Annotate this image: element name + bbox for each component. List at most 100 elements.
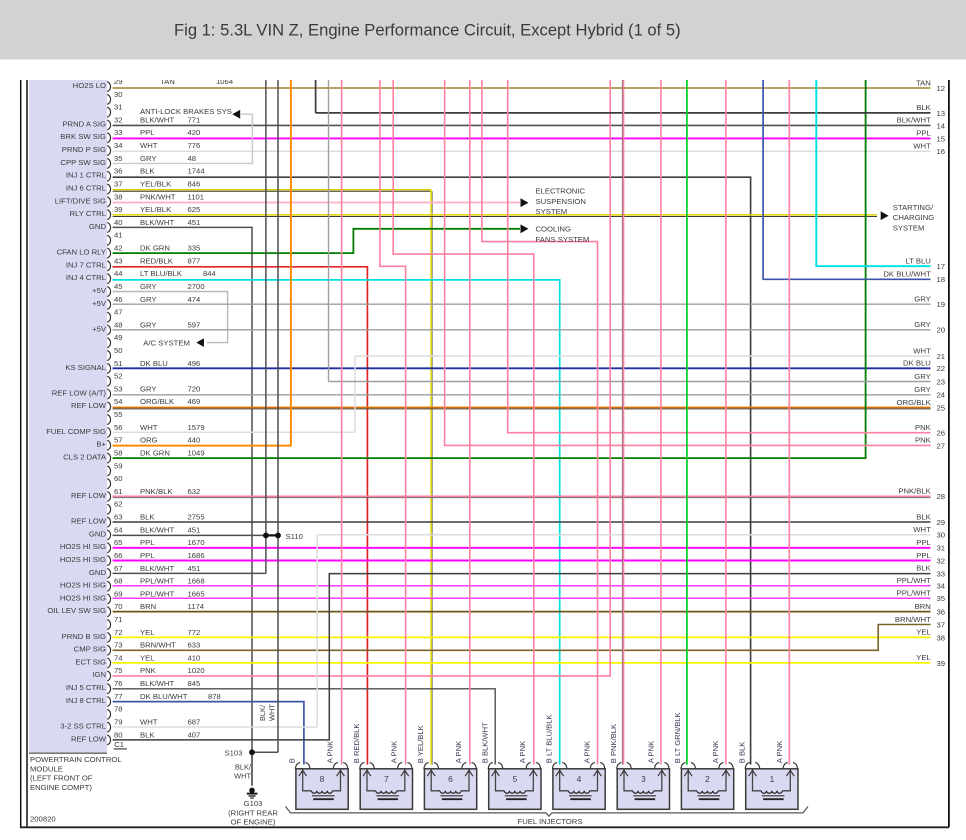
svg-text:ORG/BLK: ORG/BLK — [140, 397, 175, 406]
svg-text:48: 48 — [114, 320, 123, 329]
svg-text:33: 33 — [937, 569, 946, 578]
svg-text:REF LOW: REF LOW — [71, 491, 107, 500]
svg-text:410: 410 — [188, 653, 201, 662]
svg-text:625: 625 — [188, 205, 201, 214]
svg-text:B+: B+ — [96, 440, 106, 449]
svg-text:29: 29 — [114, 77, 123, 86]
svg-text:KS SIGNAL: KS SIGNAL — [65, 363, 106, 372]
svg-text:GRY: GRY — [914, 372, 931, 381]
svg-text:BLK: BLK — [140, 167, 155, 176]
svg-text:PNK: PNK — [915, 423, 932, 432]
svg-text:PPL: PPL — [140, 128, 155, 137]
svg-text:FANS SYSTEM: FANS SYSTEM — [536, 235, 590, 244]
svg-text:60: 60 — [114, 474, 123, 483]
svg-text:30: 30 — [114, 90, 123, 99]
svg-text:59: 59 — [114, 461, 123, 470]
svg-text:34: 34 — [114, 141, 123, 150]
svg-text:FUEL COMP SIG: FUEL COMP SIG — [46, 427, 106, 436]
svg-text:IGN: IGN — [92, 670, 106, 679]
svg-text:57: 57 — [114, 436, 123, 445]
svg-text:PRND B SIG: PRND B SIG — [62, 632, 106, 641]
svg-text:72: 72 — [114, 628, 123, 637]
svg-text:771: 771 — [188, 115, 201, 124]
svg-text:845: 845 — [188, 679, 201, 688]
svg-text:ORG/BLK: ORG/BLK — [897, 398, 932, 407]
svg-text:80: 80 — [114, 730, 123, 739]
svg-text:SYSTEM: SYSTEM — [893, 223, 925, 232]
svg-text:PNK: PNK — [915, 436, 932, 445]
svg-text:SYSTEM: SYSTEM — [536, 207, 568, 216]
svg-text:WHT: WHT — [140, 141, 158, 150]
svg-text:RLY CTRL: RLY CTRL — [70, 209, 107, 218]
svg-text:1: 1 — [770, 774, 775, 784]
svg-text:SUSPENSION: SUSPENSION — [536, 197, 586, 206]
svg-text:BLK: BLK — [916, 512, 931, 521]
svg-text:INJ 5 CTRL: INJ 5 CTRL — [66, 683, 107, 692]
svg-text:2700: 2700 — [188, 282, 205, 291]
svg-text:PNK/BLK: PNK/BLK — [898, 487, 931, 496]
svg-text:C1: C1 — [114, 740, 124, 749]
svg-text:1670: 1670 — [188, 538, 205, 547]
svg-text:BLK/WHT: BLK/WHT — [140, 525, 174, 534]
svg-text:+5V: +5V — [92, 286, 107, 295]
svg-text:FUEL INJECTORS: FUEL INJECTORS — [518, 817, 583, 826]
svg-text:BLK/: BLK/ — [235, 762, 252, 771]
svg-text:69: 69 — [114, 589, 123, 598]
svg-text:INJ 4 CTRL: INJ 4 CTRL — [66, 273, 107, 282]
svg-text:PRND A SIG: PRND A SIG — [62, 119, 106, 128]
svg-text:GRY: GRY — [140, 320, 157, 329]
svg-text:71: 71 — [114, 615, 123, 624]
svg-text:50: 50 — [114, 346, 123, 355]
svg-text:1744: 1744 — [188, 167, 206, 176]
svg-text:47: 47 — [114, 308, 123, 317]
svg-text:64: 64 — [114, 525, 123, 534]
svg-text:DK GRN: DK GRN — [140, 449, 170, 458]
svg-text:33: 33 — [114, 128, 123, 137]
svg-text:ELECTRONIC: ELECTRONIC — [536, 187, 586, 196]
svg-text:68: 68 — [114, 577, 123, 586]
svg-text:INJ 6 CTRL: INJ 6 CTRL — [66, 184, 107, 193]
svg-text:WHT: WHT — [234, 772, 251, 781]
svg-text:GND: GND — [89, 529, 107, 538]
svg-text:GRY: GRY — [140, 282, 157, 291]
svg-text:INJ 7 CTRL: INJ 7 CTRL — [66, 260, 107, 269]
svg-text:ENGINE COMPT): ENGINE COMPT) — [30, 783, 92, 792]
svg-text:407: 407 — [188, 730, 201, 739]
svg-text:B BLK/WHT: B BLK/WHT — [480, 722, 489, 763]
svg-text:29: 29 — [937, 518, 946, 527]
svg-text:WHT: WHT — [268, 704, 277, 721]
svg-text:REF LOW: REF LOW — [71, 734, 107, 743]
svg-text:36: 36 — [114, 167, 123, 176]
svg-text:63: 63 — [114, 513, 123, 522]
svg-text:1064: 1064 — [216, 77, 234, 86]
svg-text:PNK: PNK — [140, 666, 157, 675]
svg-text:16: 16 — [937, 147, 946, 156]
svg-text:B: B — [288, 758, 297, 763]
svg-text:2: 2 — [705, 774, 710, 784]
svg-text:PPL: PPL — [916, 538, 931, 547]
svg-text:CFAN LO RLY: CFAN LO RLY — [57, 248, 106, 257]
svg-text:772: 772 — [188, 628, 201, 637]
svg-text:77: 77 — [114, 692, 123, 701]
svg-text:HO2S HI SIG: HO2S HI SIG — [60, 542, 106, 551]
svg-text:LT BLU: LT BLU — [905, 257, 930, 266]
svg-text:35: 35 — [937, 594, 946, 603]
svg-text:BLK/WHT: BLK/WHT — [140, 679, 174, 688]
svg-text:440: 440 — [188, 436, 201, 445]
svg-text:24: 24 — [937, 391, 946, 400]
svg-text:45: 45 — [114, 282, 123, 291]
svg-text:39: 39 — [937, 659, 946, 668]
svg-text:YEL: YEL — [916, 628, 931, 637]
svg-text:61: 61 — [114, 487, 123, 496]
svg-text:CLS 2 DATA: CLS 2 DATA — [63, 453, 107, 462]
svg-text:BLK/WHT: BLK/WHT — [140, 218, 174, 227]
svg-text:A PNK: A PNK — [325, 741, 334, 763]
svg-text:79: 79 — [114, 718, 123, 727]
svg-text:YEL/BLK: YEL/BLK — [140, 205, 172, 214]
svg-text:74: 74 — [114, 653, 123, 662]
svg-text:56: 56 — [114, 423, 123, 432]
svg-text:6: 6 — [448, 774, 453, 784]
svg-text:7: 7 — [384, 774, 389, 784]
svg-text:PPL: PPL — [140, 551, 155, 560]
svg-text:PNK/BLK: PNK/BLK — [140, 487, 173, 496]
